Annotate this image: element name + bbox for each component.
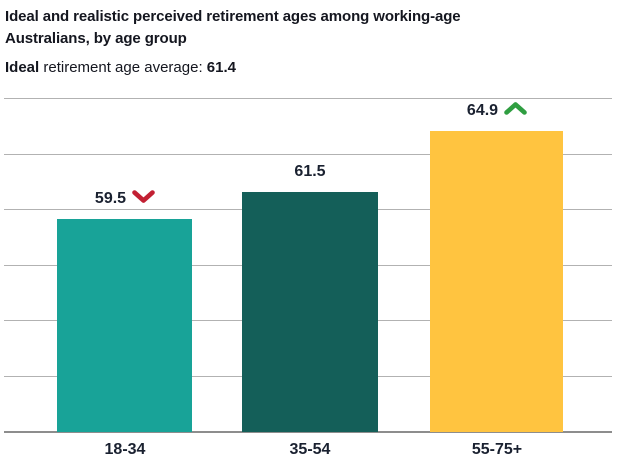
value-label-35-54: 61.5 — [240, 162, 380, 182]
value-text: 64.9 — [466, 102, 499, 119]
gridline — [4, 154, 612, 155]
value-label-55-75+: 64.9 — [427, 101, 567, 121]
chevron-up-icon — [504, 101, 527, 121]
category-label-55-75+: 55-75+ — [471, 441, 523, 458]
category-label-35-54: 35-54 — [289, 441, 331, 458]
x-axis-baseline — [4, 431, 612, 433]
subtitle-average-value: 61.4 — [206, 59, 236, 76]
chart-title-line-2: Australians, by age group — [5, 30, 187, 47]
value-label-18-34: 59.5 — [55, 189, 195, 209]
subtitle-bold-prefix: Ideal — [5, 59, 40, 76]
value-text: 59.5 — [94, 190, 127, 207]
chart-subtitle: Ideal retirement age average: 61.4 — [5, 58, 236, 78]
chart-title-line-1: Ideal and realistic perceived retirement… — [5, 8, 461, 25]
chevron-down-icon — [132, 189, 155, 209]
bar-35-54 — [242, 192, 378, 432]
bar-18-34 — [57, 219, 192, 432]
subtitle-text: retirement age average: — [39, 59, 207, 76]
category-label-18-34: 18-34 — [104, 441, 146, 458]
value-text: 61.5 — [294, 163, 326, 180]
bar-55-75+ — [430, 131, 563, 432]
chart-header: Ideal and realistic perceived retirement… — [5, 6, 461, 50]
gridline — [4, 98, 612, 99]
